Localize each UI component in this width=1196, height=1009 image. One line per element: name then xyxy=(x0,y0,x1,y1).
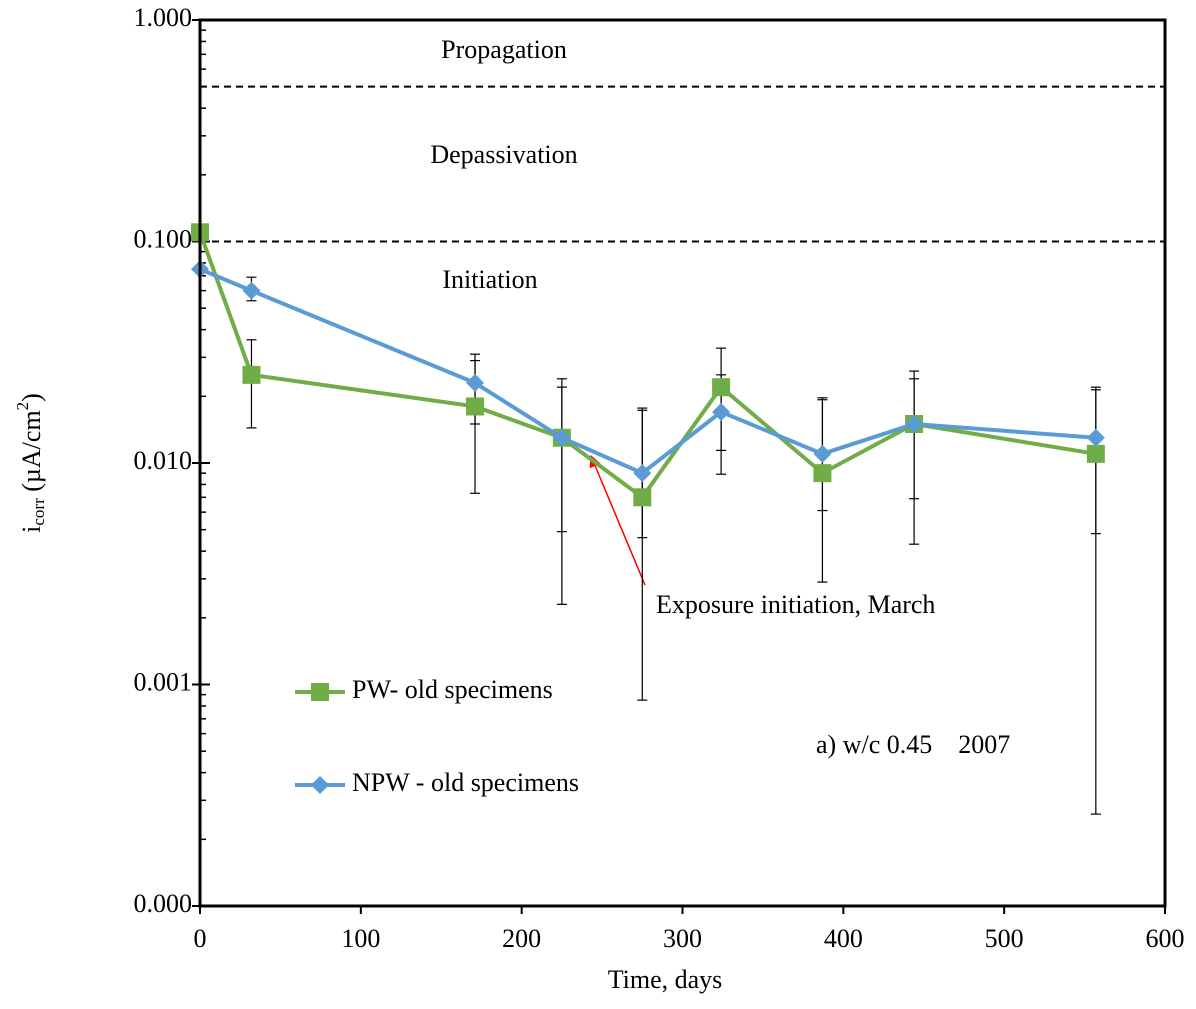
x-tick-label: 0 xyxy=(194,924,207,953)
x-tick-label: 200 xyxy=(502,924,541,953)
marker xyxy=(1086,444,1105,463)
marker xyxy=(552,428,571,447)
y-tick-label: 0.000 xyxy=(134,889,193,918)
annotation: a) w/c 0.45 2007 xyxy=(816,730,1010,759)
series-line xyxy=(198,231,1097,501)
x-tick-label: 600 xyxy=(1146,924,1185,953)
y-label-sub: corr xyxy=(29,498,48,526)
plot-frame xyxy=(198,18,1167,908)
marker xyxy=(905,414,924,433)
y-tick-label: 0.001 xyxy=(134,667,193,696)
zone-label: Propagation xyxy=(441,35,567,64)
y-tick-label: 0.010 xyxy=(134,446,193,475)
legend-label: NPW - old specimens xyxy=(352,768,579,797)
marker xyxy=(712,378,731,397)
zone-label: Initiation xyxy=(442,265,537,294)
x-tick-label: 100 xyxy=(341,924,380,953)
error-bar xyxy=(909,378,920,500)
legend-marker xyxy=(311,776,329,794)
y-label-main: i xyxy=(17,526,46,533)
series-line xyxy=(199,267,1096,476)
y-axis-label: icorr (µA/cm2) xyxy=(13,393,48,533)
marker xyxy=(242,281,261,300)
error-bar xyxy=(556,386,567,533)
marker xyxy=(242,365,261,384)
x-axis-label: Time, days xyxy=(608,965,723,994)
marker xyxy=(712,402,731,421)
annotation-arrow xyxy=(589,454,646,586)
legend-label: PW- old specimens xyxy=(352,675,553,704)
y-label-end: ) xyxy=(17,393,46,402)
zone-label: Depassivation xyxy=(430,140,577,169)
marker xyxy=(466,373,485,392)
marker xyxy=(633,464,652,483)
y-tick-label: 1.000 xyxy=(134,3,193,32)
y-label-sup: 2 xyxy=(13,402,32,411)
x-tick-label: 300 xyxy=(663,924,702,953)
y-label-unit: (µA/cm xyxy=(17,410,46,498)
x-tick-label: 400 xyxy=(824,924,863,953)
x-tick-label: 500 xyxy=(985,924,1024,953)
annotation: Exposure initiation, March xyxy=(656,590,935,619)
y-tick-label: 0.100 xyxy=(134,224,193,253)
marker xyxy=(1086,428,1105,447)
marker xyxy=(813,464,832,483)
marker xyxy=(466,397,485,416)
marker xyxy=(813,444,832,463)
marker xyxy=(633,488,652,507)
legend-marker xyxy=(311,683,329,701)
